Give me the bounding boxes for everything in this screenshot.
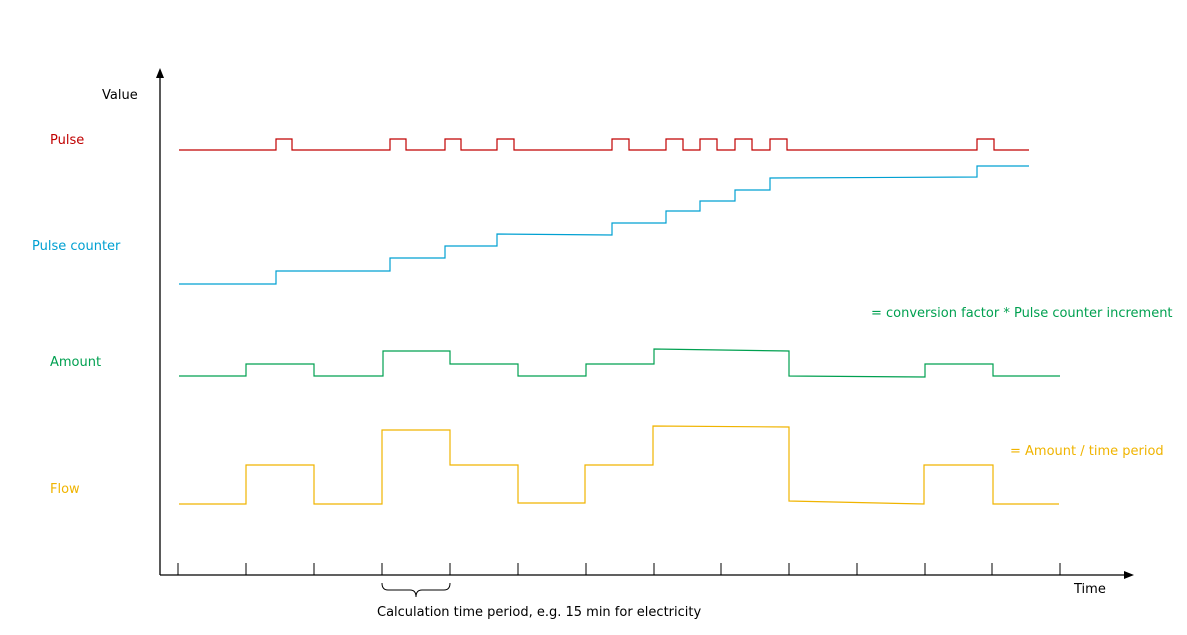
calculation-period-bracket <box>381 582 451 598</box>
flow-label: Flow <box>50 482 80 497</box>
pulse-label: Pulse <box>50 133 84 148</box>
flow-formula-note: = Amount / time period <box>1010 444 1164 459</box>
flow-waveform <box>179 425 1059 505</box>
axes <box>156 68 1134 579</box>
pulse-counter-waveform <box>179 165 1029 285</box>
x-axis-label: Time <box>1073 582 1106 597</box>
calculation-period-note: Calculation time period, e.g. 15 min for… <box>377 605 701 620</box>
y-axis-arrow <box>156 68 164 78</box>
pulse-counter-label: Pulse counter <box>32 239 121 254</box>
x-axis-arrow <box>1124 571 1134 579</box>
amount-formula-note: = conversion factor * Pulse counter incr… <box>871 306 1173 321</box>
amount-waveform <box>179 348 1060 378</box>
y-axis-label: Value <box>102 88 138 103</box>
amount-label: Amount <box>50 355 101 370</box>
x-axis-ticks <box>177 563 1061 575</box>
pulse-waveform <box>179 138 1029 151</box>
